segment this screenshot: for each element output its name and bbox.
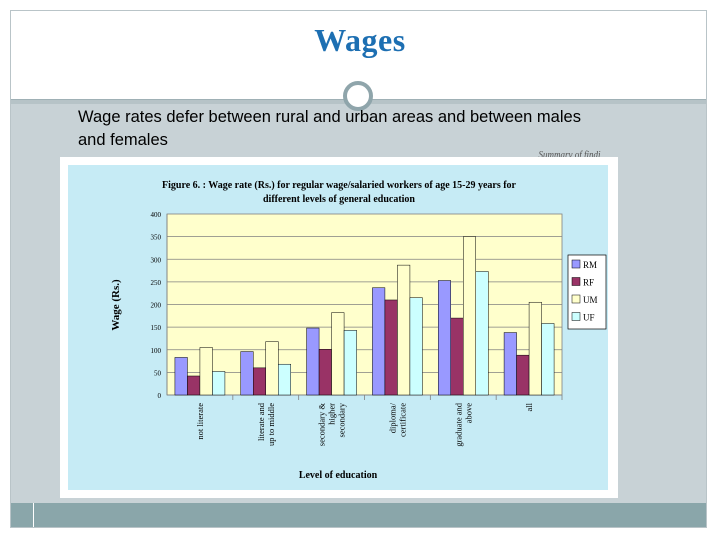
x-tick-label: not literate: [195, 403, 205, 440]
legend: RM RF UM UF: [567, 254, 607, 330]
x-tick-label: graduate and: [453, 402, 463, 446]
grid-lines: [166, 214, 563, 400]
y-tick-label: 50: [154, 369, 162, 377]
x-tick-labels: not literate literate and up to middle seco…: [195, 402, 534, 446]
y-tick-label: 350: [151, 234, 162, 242]
legend-swatch-rm: [571, 259, 581, 269]
bar-uf: [278, 363, 291, 396]
bars-layer: [174, 236, 555, 396]
bar-um: [397, 264, 411, 396]
y-tick-label: 200: [151, 302, 162, 310]
x-tick-label: secondary: [337, 402, 347, 437]
legend-label-um: UM: [583, 295, 598, 305]
bar-uf: [343, 330, 357, 396]
y-tick-label: 100: [151, 347, 162, 355]
slide-subtitle: Wage rates defer between rural and urban…: [78, 108, 581, 149]
y-tick-labels: 0 50 100 150 200 250 300 350 400: [151, 211, 162, 400]
circle-ornament-icon: [343, 81, 373, 111]
bar-um: [265, 341, 279, 396]
bar-uf: [475, 271, 489, 396]
bar-rf: [450, 317, 464, 396]
legend-swatch-uf: [571, 312, 581, 321]
bar-um: [331, 312, 345, 396]
footer-bar: [11, 503, 706, 527]
bar-rm: [306, 327, 320, 396]
y-tick-label: 0: [158, 392, 162, 400]
bar-um: [528, 301, 542, 396]
bar-rm: [240, 351, 254, 396]
bar-rf: [187, 375, 201, 396]
x-tick-label: all: [524, 402, 534, 411]
bar-rm: [372, 287, 386, 396]
slide-title: Wages: [314, 22, 406, 58]
bar-uf: [409, 297, 423, 396]
x-tick-label: higher: [327, 403, 337, 425]
legend-label-rf: RF: [583, 278, 594, 288]
x-axis-label: Level of education: [299, 470, 378, 481]
x-tick-label: up to middle: [266, 403, 276, 446]
bar-rm: [503, 332, 517, 396]
y-tick-label: 150: [151, 324, 162, 332]
cropped-caption: Summary of findi: [538, 150, 601, 161]
x-tick-label: certificate: [397, 403, 407, 437]
footer-tick: [33, 503, 34, 527]
bar-uf: [212, 371, 226, 396]
chart-figure: Figure 6. : Wage rate (Rs.) for regular …: [60, 157, 618, 498]
chart-title-line2: different levels of general education: [263, 194, 415, 205]
y-axis-label: Wage (Rs.): [110, 279, 122, 331]
bar-uf: [541, 323, 555, 396]
legend-swatch-rf: [571, 277, 581, 286]
bar-rf: [384, 299, 398, 396]
bar-um: [199, 347, 213, 396]
y-tick-label: 250: [151, 279, 162, 287]
bar-um: [463, 236, 476, 396]
wage-rate-chart: Figure 6. : Wage rate (Rs.) for regular …: [60, 157, 618, 498]
x-tick-label: diploma/: [387, 402, 397, 433]
x-tick-label: above: [463, 403, 473, 424]
y-tick-label: 300: [151, 256, 162, 264]
y-tick-label: 400: [151, 211, 162, 219]
bar-rf: [516, 354, 530, 396]
legend-label-uf: UF: [583, 313, 595, 323]
bar-rm: [174, 357, 188, 396]
legend-swatch-um: [571, 294, 581, 304]
legend-label-rm: RM: [583, 260, 597, 270]
chart-title-line1: Figure 6. : Wage rate (Rs.) for regular …: [162, 180, 517, 191]
bar-rf: [253, 367, 266, 396]
x-tick-label: secondary &: [317, 403, 327, 447]
bar-rm: [438, 280, 451, 396]
x-tick-label: literate and: [256, 402, 266, 441]
bar-rf: [318, 349, 332, 396]
